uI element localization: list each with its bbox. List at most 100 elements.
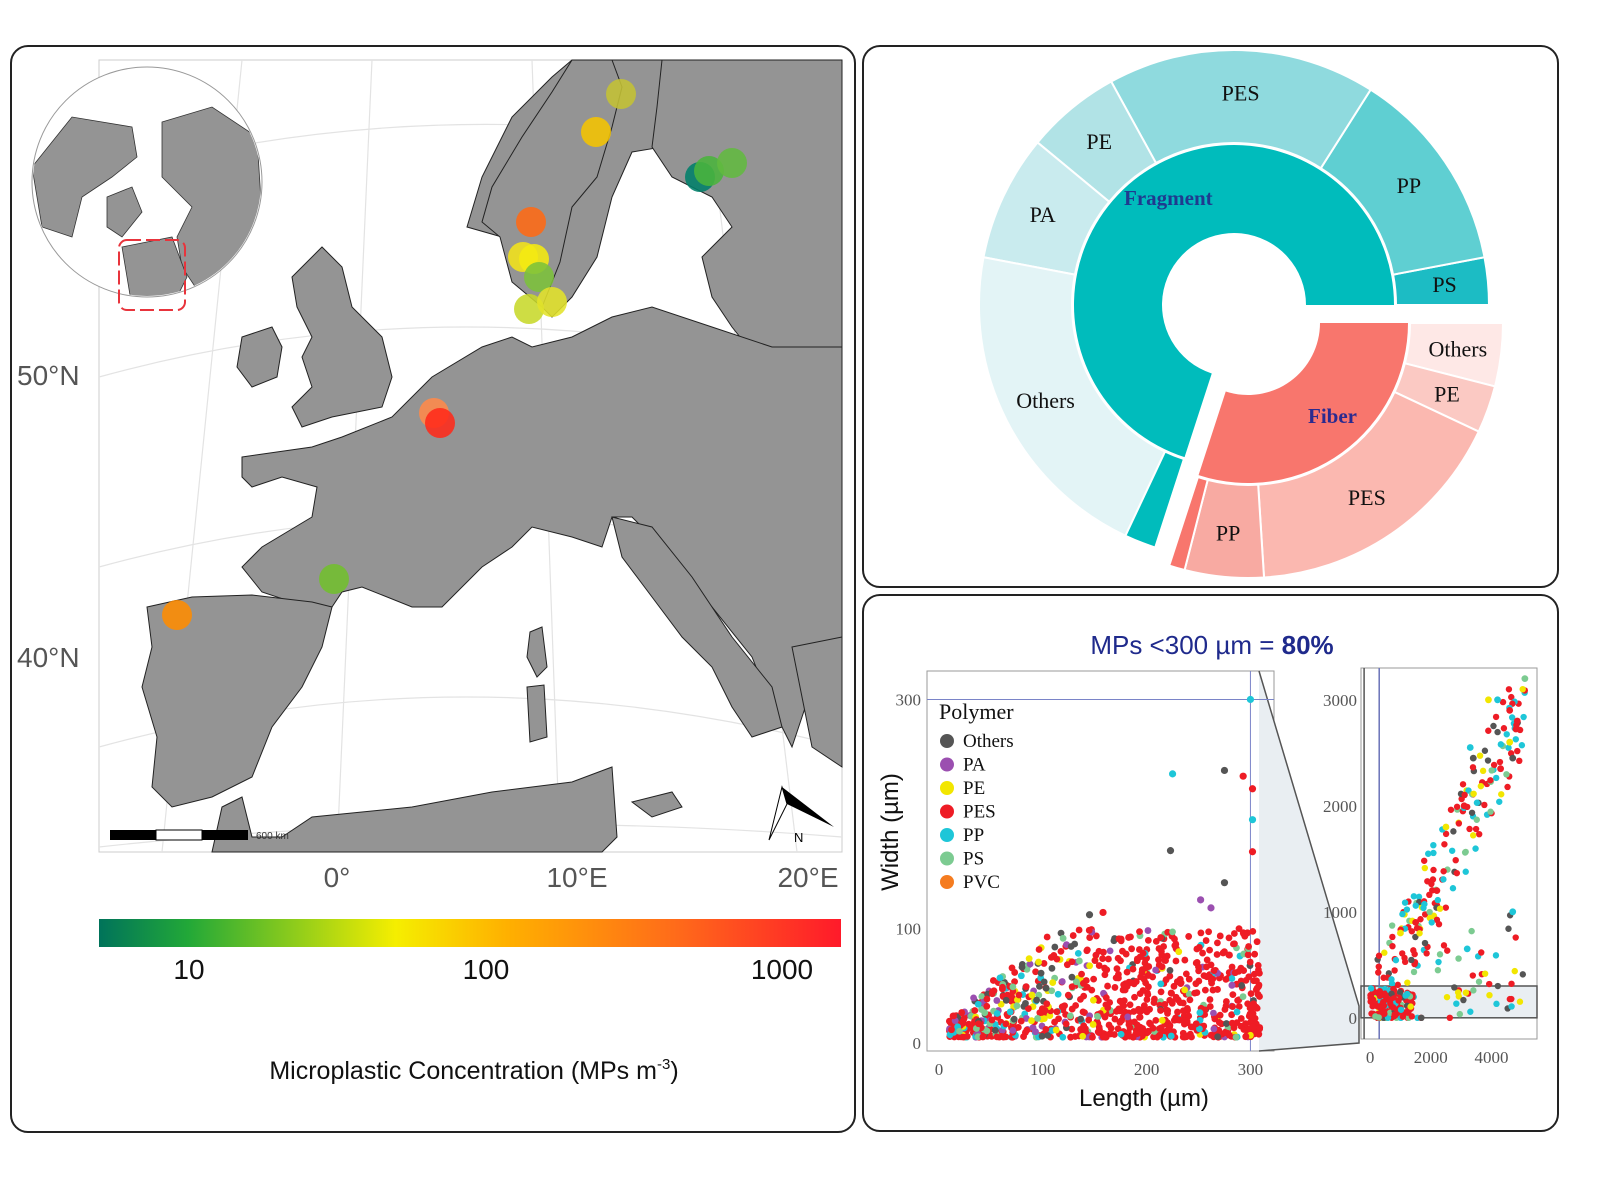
scatter-point <box>981 1009 989 1017</box>
scatter-point <box>1105 955 1112 963</box>
scatter-point <box>1166 966 1174 974</box>
scatter-point <box>1133 1021 1141 1029</box>
inset-point <box>1444 947 1451 954</box>
scatter-point <box>1155 945 1163 952</box>
scatter-point <box>1015 991 1023 999</box>
scatter-point <box>1201 986 1209 994</box>
scatter-point <box>993 1033 1001 1041</box>
inset-point <box>1459 781 1467 788</box>
scatter-point <box>1040 1015 1048 1023</box>
scatter-point <box>1017 1017 1025 1025</box>
scatter-point <box>1104 1004 1112 1011</box>
inset-point <box>1401 958 1409 966</box>
inset-point <box>1479 767 1487 775</box>
scatter-point <box>1245 943 1252 950</box>
scatter-point <box>1020 1033 1027 1040</box>
inset-point <box>1513 717 1521 725</box>
scatter-point <box>1075 926 1083 934</box>
scatter-point <box>1246 958 1254 966</box>
scatter-point <box>1042 1025 1050 1033</box>
scatter-point <box>1245 973 1253 981</box>
scatter-point <box>1036 982 1043 990</box>
scatter-point <box>1068 983 1076 991</box>
inset-point <box>1399 910 1406 918</box>
legend-label: PVC <box>963 872 1000 893</box>
inset-point <box>1434 896 1442 904</box>
scatter-point <box>1107 1030 1114 1038</box>
inset-point <box>1372 1013 1379 1020</box>
scatter-point <box>1075 957 1083 965</box>
inset-point <box>1460 802 1468 810</box>
scatter-point <box>1244 1000 1252 1008</box>
inset-point <box>1456 1010 1464 1018</box>
scatter-point <box>1197 896 1205 904</box>
outer-slice-label: Others <box>1429 337 1488 362</box>
scatter-point <box>1035 946 1043 953</box>
scatter-point <box>1216 932 1224 940</box>
outer-slice-label: PES <box>1348 485 1386 510</box>
inset-point <box>1452 856 1459 864</box>
inset-point <box>1442 823 1450 831</box>
inset-point <box>1512 725 1520 733</box>
outer-slice-label: PS <box>1432 272 1456 297</box>
scatter-point <box>1229 991 1237 999</box>
scatter-point <box>1126 1024 1134 1031</box>
inset-point <box>1381 949 1388 956</box>
inset-point <box>1375 969 1382 976</box>
inset-point <box>1455 820 1463 827</box>
scatter-point <box>1216 1011 1224 1019</box>
inset-point <box>1440 868 1447 875</box>
scatter-point <box>1167 1032 1175 1040</box>
inset-y-tick: 2000 <box>1323 797 1357 816</box>
scatter-point <box>1034 1015 1042 1022</box>
inset-point <box>1440 876 1447 883</box>
scatter-point <box>1067 943 1075 950</box>
scatter-point <box>1144 936 1152 944</box>
scatter-point <box>1157 1007 1164 1014</box>
scatter-point <box>1192 980 1200 988</box>
scatter-point <box>1215 1019 1223 1026</box>
scatter-point <box>1111 1015 1119 1023</box>
inset-point <box>1463 945 1471 953</box>
inset-point <box>1446 1014 1454 1021</box>
scatter-point <box>1255 1030 1263 1038</box>
scatter-point <box>1181 956 1189 964</box>
scatter-point <box>1053 1008 1061 1016</box>
scatter-point <box>1205 928 1213 936</box>
outer-slice-unlabeled <box>1124 450 1186 549</box>
scatter-point <box>1028 991 1036 999</box>
inset-point <box>1490 722 1497 730</box>
inset-point <box>1391 1011 1398 1018</box>
inset-point <box>1397 1006 1405 1013</box>
scatter-point <box>1043 933 1051 941</box>
scatter-point <box>1214 986 1221 993</box>
inset-point <box>1486 980 1493 988</box>
scatter-point <box>958 1009 966 1016</box>
inset-point <box>1508 1003 1515 1010</box>
inner-label-fiber: Fiber <box>1308 404 1357 428</box>
legend-swatch <box>940 804 954 819</box>
inset-point <box>1488 767 1495 774</box>
inset-point <box>1509 754 1517 762</box>
scatter-point <box>1090 996 1097 1004</box>
inset-region-box <box>118 239 186 311</box>
scatter-point <box>1072 978 1080 986</box>
scatter-point <box>1057 947 1065 955</box>
scatter-point <box>1077 1015 1085 1023</box>
scatter-point <box>983 1002 991 1010</box>
scatter-point <box>1114 1025 1122 1033</box>
scatter-point <box>1043 1000 1051 1008</box>
inset-point <box>1367 992 1374 999</box>
inset-point <box>1492 713 1500 721</box>
scatter-point <box>1222 975 1230 983</box>
inset-point <box>1519 971 1527 978</box>
zoom-connector <box>1258 670 1360 1052</box>
scatter-point <box>975 1020 982 1028</box>
inset-point <box>1511 967 1518 975</box>
inset-point <box>1421 939 1429 947</box>
inset-point <box>1404 979 1411 986</box>
inset-y-tick: 0 <box>1349 1009 1358 1028</box>
inset-point <box>1506 995 1514 1003</box>
scatter-point <box>1238 982 1246 989</box>
scatter-point <box>979 1033 987 1041</box>
